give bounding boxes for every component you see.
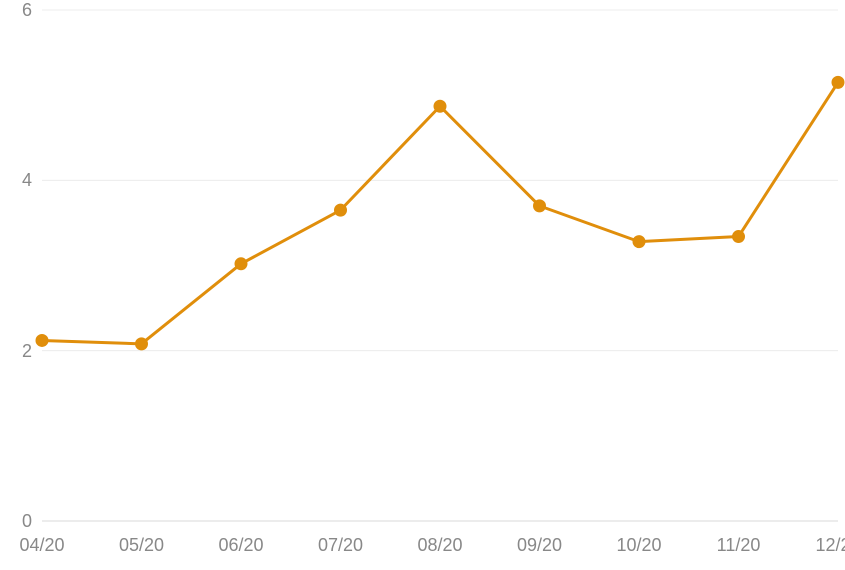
series-marker [136,338,148,350]
y-axis-label: 2 [12,342,32,360]
series-marker [733,231,745,243]
x-axis-label: 08/20 [417,536,462,554]
line-chart: 0 2 4 6 04/20 05/20 06/20 07/20 08/20 09/20 10/20 1… [0,0,845,570]
series-marker [832,76,844,88]
series-marker [633,236,645,248]
y-axis-label: 0 [12,512,32,530]
chart-svg [0,0,845,570]
y-axis-label: 4 [12,171,32,189]
series-marker [534,200,546,212]
x-axis-label: 07/20 [318,536,363,554]
x-axis-label: 10/20 [616,536,661,554]
series-marker [335,204,347,216]
x-axis-label: 04/20 [19,536,64,554]
x-axis-label: 05/20 [119,536,164,554]
x-axis-label: 06/20 [218,536,263,554]
series-line [42,82,838,343]
x-axis-label: 12/20 [815,536,845,554]
x-axis-label: 09/20 [517,536,562,554]
series-marker [235,258,247,270]
x-axis-label: 11/20 [717,536,761,554]
series-marker [36,334,48,346]
y-axis-label: 6 [12,1,32,19]
series-marker [434,100,446,112]
